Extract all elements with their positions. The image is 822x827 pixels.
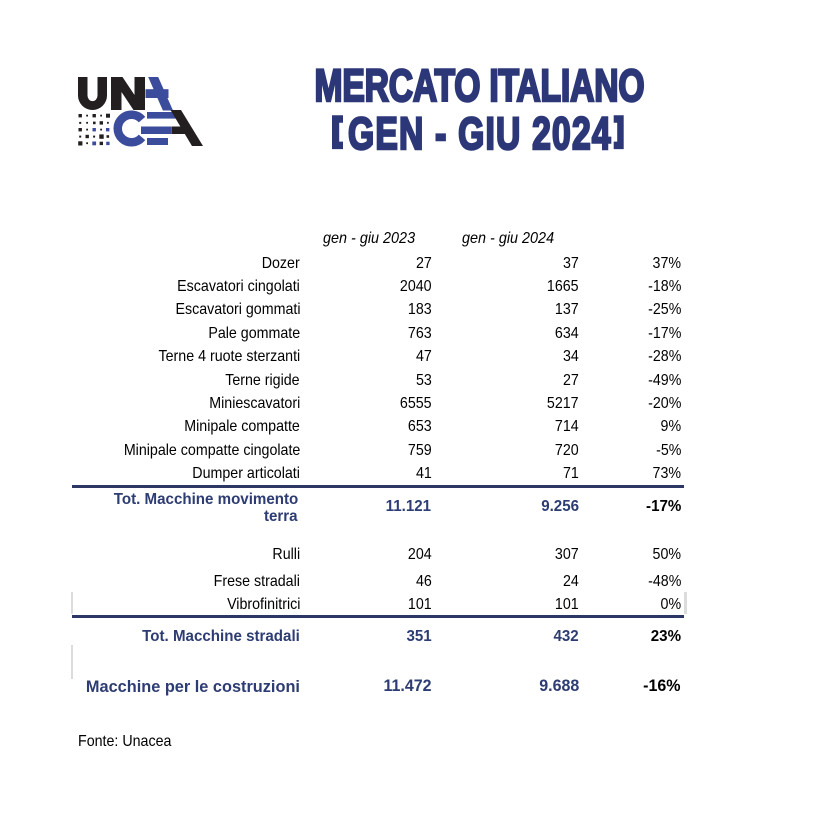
svg-text:MERCATO ITALIANO: MERCATO ITALIANO (314, 61, 644, 111)
svg-text:GEN - GIU 2024: GEN - GIU 2024 (348, 109, 611, 159)
